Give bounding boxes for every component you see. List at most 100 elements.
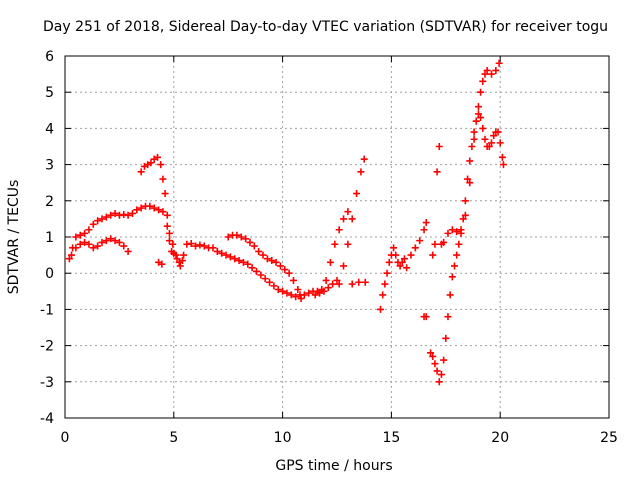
data-point (483, 66, 491, 74)
data-point (495, 59, 503, 67)
y-tick-label: 1 (45, 230, 54, 246)
data-point (192, 242, 200, 250)
data-point (81, 229, 89, 237)
data-point (65, 255, 73, 263)
data-point (159, 208, 167, 216)
data-point (335, 226, 343, 234)
data-point (165, 237, 173, 245)
data-point (416, 237, 424, 245)
data-point (464, 175, 472, 183)
data-point (470, 128, 478, 136)
data-point (459, 215, 467, 223)
data-point (453, 228, 461, 236)
y-tick-label: 0 (45, 266, 54, 282)
data-point (180, 251, 188, 259)
data-point (72, 244, 80, 252)
data-point (163, 222, 171, 230)
data-point (444, 229, 452, 237)
data-point (169, 240, 177, 248)
data-point (196, 241, 204, 249)
data-point (461, 211, 469, 219)
data-point (422, 313, 430, 321)
data-point (218, 249, 226, 257)
data-point (470, 135, 478, 143)
data-point (479, 124, 487, 132)
data-point (281, 266, 289, 274)
data-point (494, 128, 502, 136)
data-point (98, 215, 106, 223)
data-point (446, 291, 454, 299)
data-point (487, 70, 495, 78)
data-point (283, 289, 291, 297)
data-point (274, 285, 282, 293)
data-point (157, 161, 165, 169)
data-point (453, 251, 461, 259)
data-point (435, 143, 443, 150)
y-tick-label: 2 (45, 194, 54, 210)
data-point (226, 253, 234, 261)
data-point (158, 260, 166, 268)
data-point (111, 209, 119, 217)
data-point (479, 77, 487, 85)
data-point (107, 235, 115, 243)
data-point (326, 258, 334, 266)
data-point (187, 240, 195, 248)
data-point (176, 262, 184, 270)
data-point (270, 282, 278, 290)
y-tick-label: 4 (45, 121, 54, 137)
data-point (316, 289, 324, 297)
data-point (490, 132, 498, 140)
data-point (461, 197, 469, 205)
data-point (76, 240, 84, 248)
data-point (485, 143, 493, 150)
y-tick-label: -1 (40, 302, 54, 318)
data-point (102, 213, 110, 221)
data-point (335, 280, 343, 288)
data-point (311, 291, 319, 299)
data-point (294, 285, 302, 293)
data-point (433, 367, 441, 375)
data-point (155, 206, 163, 214)
data-point (400, 255, 408, 263)
data-point (496, 139, 504, 147)
data-point (179, 257, 187, 265)
data-point (392, 251, 400, 259)
data-point (433, 168, 441, 176)
data-point (146, 202, 154, 210)
data-point (255, 247, 263, 255)
data-point (246, 238, 254, 246)
data-point (431, 360, 439, 368)
data-point (233, 231, 241, 239)
data-point (163, 211, 171, 219)
data-point (209, 244, 217, 252)
data-point (107, 211, 115, 219)
data-point (340, 262, 348, 270)
data-point (257, 271, 265, 279)
data-point (379, 291, 387, 299)
data-point (333, 276, 341, 284)
data-point (429, 352, 437, 360)
data-point (242, 235, 250, 243)
data-point (472, 117, 480, 125)
data-point (248, 264, 256, 272)
data-point (161, 190, 169, 198)
data-point (361, 278, 369, 286)
data-point (348, 280, 356, 288)
chart-title: Day 251 of 2018, Sidereal Day-to-day VTE… (43, 19, 608, 35)
data-point (137, 168, 145, 176)
data-point (320, 287, 328, 295)
data-point (377, 305, 385, 313)
data-point (244, 260, 252, 268)
data-point (102, 237, 110, 245)
y-tick-label: -2 (40, 339, 54, 355)
data-point (427, 349, 435, 357)
data-point (322, 276, 330, 284)
data-point (474, 103, 482, 111)
data-point (481, 70, 489, 78)
data-point (448, 273, 456, 281)
data-point (159, 175, 167, 183)
data-point (340, 215, 348, 223)
data-point (94, 217, 102, 225)
data-point (300, 291, 308, 299)
